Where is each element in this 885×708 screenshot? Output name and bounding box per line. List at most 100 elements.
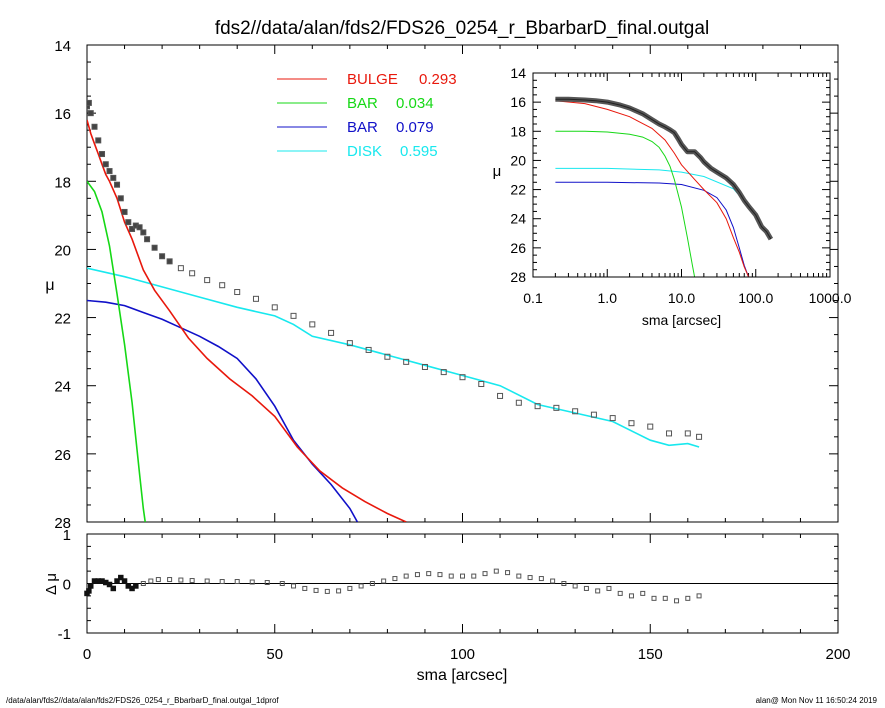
legend-label-bar1: BAR — [347, 95, 378, 112]
residual-point — [516, 573, 522, 579]
residual-point — [527, 575, 533, 581]
residual-x-tick-label: 100 — [450, 646, 475, 663]
inset-y-tick-label: 28 — [510, 269, 526, 285]
residual-point — [189, 578, 195, 584]
series-line-disk — [87, 267, 700, 448]
data-point — [136, 224, 143, 231]
data-point — [91, 123, 98, 130]
residual-point — [572, 583, 578, 589]
inset-data-line — [555, 98, 772, 240]
data-point — [204, 277, 211, 284]
residual-point — [426, 571, 432, 577]
residual-point — [696, 593, 702, 599]
data-point — [189, 270, 196, 277]
residual-y-axis-label: Δ μ — [43, 573, 60, 595]
legend-value-bar2: 0.079 — [396, 119, 434, 136]
residual-point — [358, 583, 364, 589]
residual-point — [493, 568, 499, 574]
data-point — [609, 415, 616, 422]
residual-point — [114, 578, 120, 584]
data-point — [110, 174, 117, 181]
data-point — [328, 329, 335, 336]
inset-x-tick-label: 1000.0 — [809, 290, 852, 306]
data-point — [309, 321, 316, 328]
residual-point — [249, 579, 255, 585]
data-point — [572, 408, 579, 415]
residual-y-tick-label: -1 — [58, 626, 71, 643]
residual-point — [662, 595, 668, 601]
residual-point — [685, 595, 691, 601]
inset-x-tick-label: 0.1 — [523, 290, 543, 306]
residual-point — [482, 571, 488, 577]
residual-x-tick-label: 50 — [266, 646, 283, 663]
residual-point — [392, 576, 398, 582]
data-point — [121, 208, 128, 215]
residual-point — [167, 577, 173, 583]
inset-x-axis-label: sma [arcsec] — [642, 312, 721, 328]
residual-point — [538, 576, 544, 582]
inset-series-line-bar1 — [555, 130, 696, 277]
data-point — [144, 236, 151, 243]
legend-value-bulge: 0.293 — [419, 71, 457, 88]
data-point — [125, 219, 132, 226]
residual-point — [403, 573, 409, 579]
data-point — [403, 358, 410, 365]
data-point — [534, 403, 541, 410]
residual-x-axis-label: sma [arcsec] — [417, 667, 508, 684]
residual-point — [140, 581, 146, 586]
residual-point — [347, 585, 353, 591]
inset-y-tick-label: 18 — [510, 123, 526, 139]
residual-point — [279, 581, 285, 586]
data-point — [346, 340, 353, 347]
residual-point — [88, 583, 94, 589]
residual-x-tick-label: 0 — [83, 646, 91, 663]
residual-point — [148, 578, 154, 584]
residual-point — [617, 590, 623, 596]
inset-x-tick-label: 100.0 — [738, 290, 773, 306]
data-point — [166, 258, 173, 265]
residual-point — [414, 572, 420, 578]
main-y-tick-label: 26 — [54, 447, 71, 464]
inset-chart: 14 16 18 20 22 24 26 28 0.1 1.0 10.0 100.0 1000.0 sma… — [493, 65, 852, 328]
residual-point — [133, 583, 139, 589]
residual-point — [118, 574, 124, 581]
residual-point — [291, 583, 297, 589]
footer-filename: /data/alan/fds2//data/alan/fds2/FDS26_02… — [6, 696, 279, 705]
data-point — [117, 195, 124, 202]
main-y-tick-label: 14 — [54, 38, 71, 55]
data-point — [106, 168, 113, 175]
residual-point — [437, 572, 443, 578]
legend-value-bar1: 0.034 — [396, 95, 434, 112]
residual-point — [651, 595, 657, 601]
residual-point — [219, 579, 225, 585]
residual-point — [381, 578, 387, 584]
main-y-tick-label: 18 — [54, 174, 71, 191]
residual-y-tick-label: 0 — [63, 577, 71, 594]
residual-point — [628, 593, 634, 599]
data-point — [87, 110, 94, 117]
residual-x-tick-label: 150 — [638, 646, 663, 663]
data-point — [219, 282, 226, 289]
residual-point — [561, 581, 567, 586]
data-point — [87, 103, 90, 110]
inset-y-tick-label: 20 — [510, 152, 526, 168]
residual-point — [121, 578, 128, 584]
residual-y-tick-label: 1 — [63, 527, 71, 544]
data-point — [151, 244, 158, 251]
footer-timestamp: alan@ Mon Nov 11 16:50:24 2019 — [755, 696, 877, 705]
data-point — [384, 353, 391, 360]
series-line-bar2 — [87, 299, 359, 522]
data-point — [365, 346, 372, 353]
residual-point — [86, 588, 92, 594]
inset-y-tick-label: 22 — [510, 182, 526, 198]
residual-point — [324, 588, 330, 594]
residual-x-tick-label: 200 — [825, 646, 850, 663]
main-chart: 14 16 18 20 22 24 26 28 μ — [45, 38, 839, 532]
inset-x-tick-label: 10.0 — [668, 290, 695, 306]
residual-point — [369, 581, 375, 586]
inset-y-tick-label: 14 — [510, 65, 526, 81]
data-point — [684, 430, 691, 437]
inset-y-axis-label: μ — [493, 163, 502, 180]
residual-chart: -1 0 1 0 50 100 150 200 sma [arcsec] Δ μ — [43, 527, 851, 684]
legend-label-disk: DISK — [347, 143, 382, 160]
